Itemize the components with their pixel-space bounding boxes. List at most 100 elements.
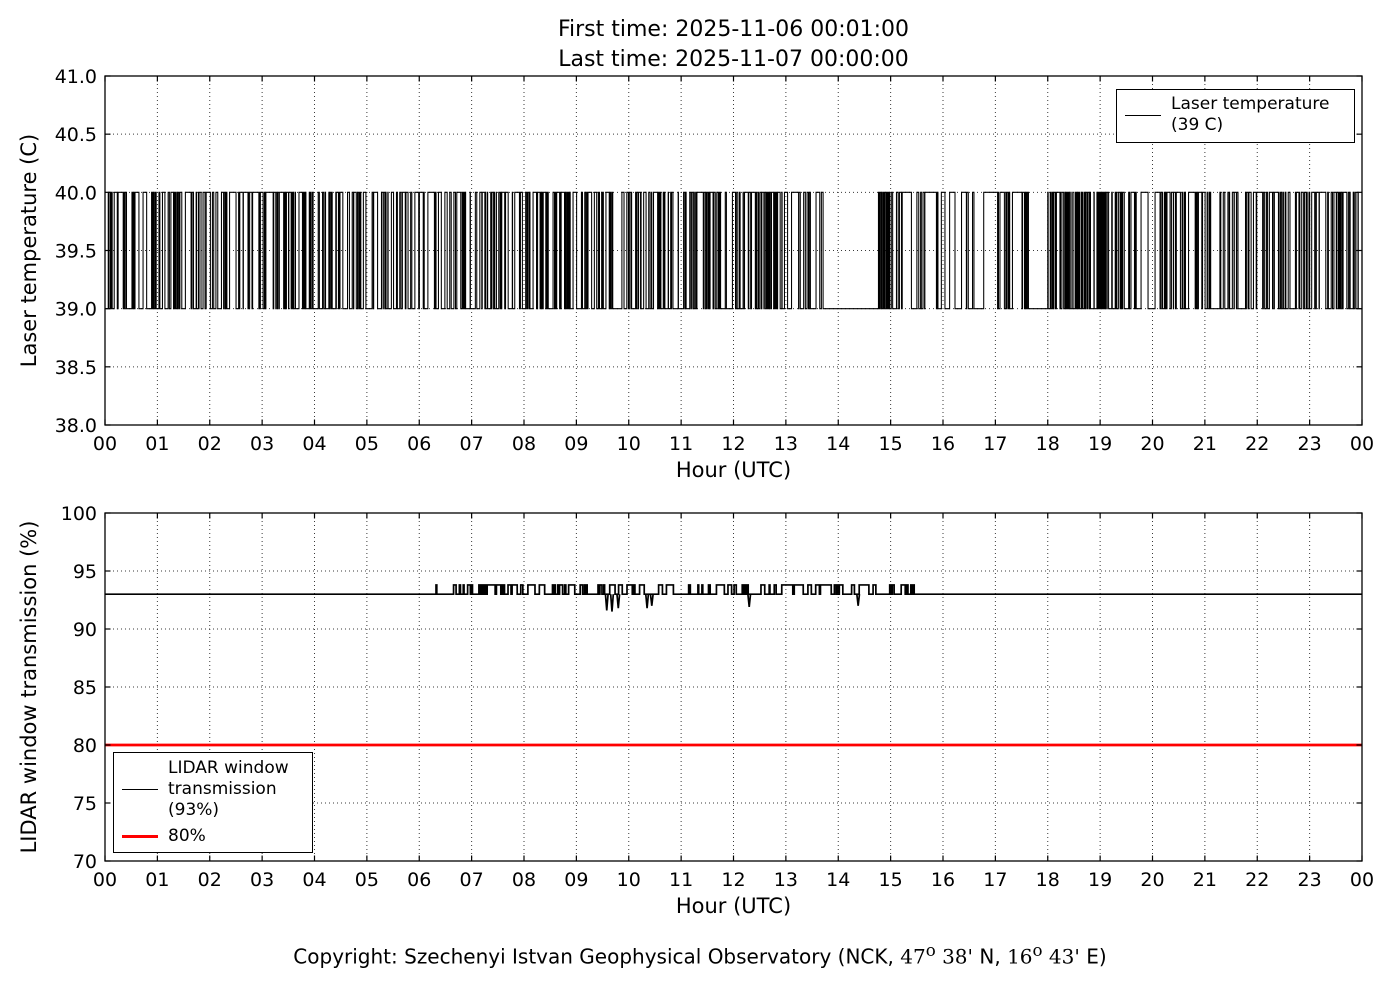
x-tick-label: 12	[721, 869, 745, 891]
x-tick-label: 06	[407, 869, 431, 891]
lidar-window-transmission-axes: 00 01 02 03 04 05 06 07 08 09 10 11 12 13 14 15 16 17 18 19…	[17, 503, 1374, 918]
longitude-degrees: 16	[1007, 944, 1033, 969]
y-tick-label: 40.0	[55, 182, 97, 204]
y-tick-label: 90	[73, 619, 97, 641]
latitude-hemisphere: N,	[979, 944, 1008, 969]
x-tick-label: 04	[302, 869, 326, 891]
x-tick-label: 00	[1350, 869, 1374, 891]
legend-entry: LIDAR window transmission (93%)	[122, 758, 304, 821]
copyright-text: Copyright: Szechenyi Istvan Geophysical …	[0, 936, 1400, 972]
y-tick-label: 75	[73, 793, 97, 815]
x-tick-label: 15	[879, 433, 903, 455]
x-tick-label: 00	[93, 869, 117, 891]
legend-entry: 80%	[122, 826, 304, 847]
y-tick-label: 39.0	[55, 299, 97, 321]
x-tick-label: 01	[145, 869, 169, 891]
x-tick-label: 05	[355, 869, 379, 891]
y-tick-label: 80	[73, 735, 97, 757]
legend-label-line: (93%)	[168, 800, 220, 820]
x-tick-label: 02	[198, 869, 222, 891]
x-tick-label: 10	[617, 869, 641, 891]
x-tick-label: 10	[617, 433, 641, 455]
x-tick-label: 09	[564, 433, 588, 455]
x-tick-label: 22	[1245, 869, 1269, 891]
legend-label-line: 80%	[168, 826, 206, 846]
degree-symbol: o	[925, 941, 936, 960]
x-tick-label: 19	[1088, 869, 1112, 891]
y-tick-label: 39.5	[55, 241, 97, 263]
y-axis-label: LIDAR window transmission (%)	[17, 521, 41, 854]
x-tick-label: 11	[669, 433, 693, 455]
y-tick-label: 41.0	[55, 66, 97, 88]
title-first-time: First time: 2025-11-06 00:01:00	[557, 17, 910, 42]
x-tick-label: 04	[302, 433, 326, 455]
x-tick-label: 23	[1298, 433, 1322, 455]
laser-temperature-axes: 00 01 02 03 04 05 06 07 08 09 10 11 12 13 14 15 16 17 18 19…	[17, 66, 1374, 482]
x-tick-label: 12	[721, 433, 745, 455]
title-last-time: Last time: 2025-11-07 00:00:00	[558, 47, 909, 72]
x-tick-label: 13	[774, 869, 798, 891]
x-tick-label: 03	[250, 433, 274, 455]
x-tick-label: 13	[774, 433, 798, 455]
legend-label: Laser temperature (39 C)	[1171, 94, 1329, 136]
x-tick-label: 08	[512, 433, 536, 455]
figure-title: First time: 2025-11-06 00:01:00 Last tim…	[105, 15, 1362, 75]
legend-label: LIDAR window transmission (93%)	[168, 758, 289, 821]
x-tick-label: 20	[1140, 433, 1164, 455]
latitude-minutes: 38'	[935, 944, 980, 969]
y-tick-label: 85	[73, 677, 97, 699]
x-tick-label: 02	[198, 433, 222, 455]
legend-laser-temperature: Laser temperature (39 C)	[1116, 89, 1355, 143]
x-tick-label: 03	[250, 869, 274, 891]
x-tick-label: 22	[1245, 433, 1269, 455]
legend-line-sample-black	[1125, 114, 1161, 116]
y-tick-label: 40.5	[55, 124, 97, 146]
x-tick-label: 07	[460, 433, 484, 455]
x-tick-label: 17	[983, 869, 1007, 891]
legend-label-line: transmission	[168, 779, 277, 799]
x-tick-label: 00	[1350, 433, 1374, 455]
x-axis-label: Hour (UTC)	[676, 894, 791, 918]
x-tick-label: 16	[931, 869, 955, 891]
x-tick-label: 20	[1140, 869, 1164, 891]
x-tick-label: 14	[826, 433, 850, 455]
latitude-degrees: 47	[900, 944, 926, 969]
legend-entry: Laser temperature (39 C)	[1125, 94, 1346, 136]
x-tick-label: 14	[826, 869, 850, 891]
x-tick-label: 07	[460, 869, 484, 891]
lidar-transmission-series	[105, 584, 1362, 612]
y-tick-label: 70	[73, 851, 97, 873]
x-tick-label: 08	[512, 869, 536, 891]
x-tick-label: 00	[93, 433, 117, 455]
x-tick-label: 18	[1036, 869, 1060, 891]
legend-line-sample-black	[122, 789, 158, 790]
x-tick-label: 05	[355, 433, 379, 455]
y-tick-label: 100	[61, 503, 97, 525]
y-tick-label: 38.5	[55, 357, 97, 379]
y-axis-label: Laser temperature (C)	[17, 134, 41, 367]
y-tick-label: 38.0	[55, 415, 97, 437]
longitude-hemisphere: E)	[1086, 944, 1107, 969]
x-tick-label: 19	[1088, 433, 1112, 455]
legend-label-line: LIDAR window	[168, 758, 289, 778]
longitude-minutes: 43'	[1042, 944, 1087, 969]
legend-label-line: (39 C)	[1171, 115, 1224, 135]
x-tick-label: 11	[669, 869, 693, 891]
degree-symbol: o	[1032, 941, 1043, 960]
y-tick-label: 95	[73, 561, 97, 583]
x-tick-label: 21	[1193, 869, 1217, 891]
x-tick-label: 15	[879, 869, 903, 891]
x-tick-label: 17	[983, 433, 1007, 455]
x-tick-label: 01	[145, 433, 169, 455]
x-axis-label: Hour (UTC)	[676, 458, 791, 482]
x-tick-label: 23	[1298, 869, 1322, 891]
x-tick-label: 21	[1193, 433, 1217, 455]
legend-lidar-transmission: LIDAR window transmission (93%) 80%	[113, 752, 313, 853]
x-tick-label: 06	[407, 433, 431, 455]
laser-temperature-series	[106, 191, 1363, 310]
legend-label-line: Laser temperature	[1171, 94, 1330, 114]
copyright-prefix: Copyright: Szechenyi Istvan Geophysical …	[293, 944, 901, 969]
x-tick-label: 18	[1036, 433, 1060, 455]
